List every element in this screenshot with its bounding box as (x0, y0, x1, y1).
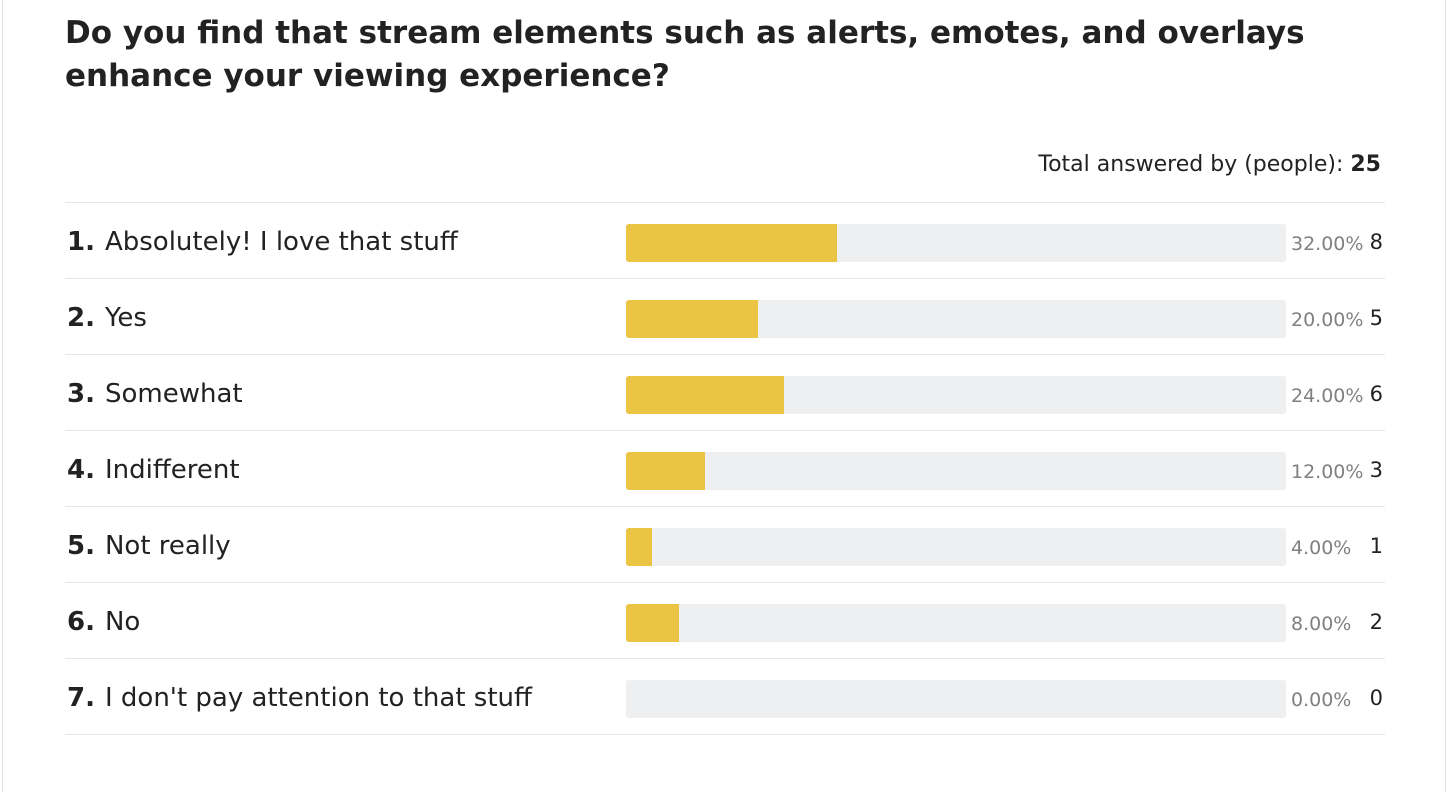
results-list: 1. Absolutely! I love that stuff 32.00% 8 2.… (65, 202, 1385, 735)
answer-label: Not really (104, 531, 231, 561)
question-title: Do you find that stream elements such as… (65, 15, 1305, 94)
count-label: 5 (1369, 306, 1383, 330)
percent-label: 20.00% (1291, 309, 1364, 331)
bar-fill (626, 376, 785, 414)
result-row: 4. Indifferent 12.00% 3 (65, 431, 1385, 507)
bar-track (626, 452, 1286, 490)
answer-label: I don't pay attention to that stuff (104, 683, 532, 713)
count-label: 2 (1369, 610, 1383, 634)
count-label: 8 (1369, 230, 1383, 254)
percent-label: 24.00% (1291, 385, 1364, 407)
answer-option: 7. I don't pay attention to that stuff (67, 681, 532, 715)
result-row: 2. Yes 20.00% 5 (65, 279, 1385, 355)
answer-number: 4. (67, 455, 95, 485)
count-label: 3 (1369, 458, 1383, 482)
bar-track (626, 224, 1286, 262)
answer-number: 2. (67, 303, 95, 333)
result-row: 7. I don't pay attention to that stuff 0.0… (65, 659, 1385, 735)
count-label: 6 (1369, 382, 1383, 406)
percent-label: 12.00% (1291, 461, 1364, 483)
percent-label: 4.00% (1291, 537, 1352, 559)
bar-fill (626, 528, 653, 566)
answer-label: Somewhat (104, 379, 243, 409)
answer-number: 1. (67, 227, 95, 257)
bar-fill (626, 224, 838, 262)
result-row: 3. Somewhat 24.00% 6 (65, 355, 1385, 431)
answer-label: Yes (104, 303, 147, 333)
total-answered: Total answered by (people): 25 (1038, 150, 1381, 180)
count-label: 0 (1369, 686, 1383, 710)
percent-label: 8.00% (1291, 613, 1352, 635)
answer-number: 7. (67, 683, 95, 713)
answer-option: 3. Somewhat (67, 377, 243, 411)
answer-option: 5. Not really (67, 529, 231, 563)
answer-option: 1. Absolutely! I love that stuff (67, 225, 458, 259)
bar-track (626, 604, 1286, 642)
percent-label: 0.00% (1291, 689, 1352, 711)
bar-fill (626, 452, 706, 490)
bar-track (626, 376, 1286, 414)
bar-fill (626, 604, 679, 642)
result-row: 5. Not really 4.00% 1 (65, 507, 1385, 583)
answer-label: Absolutely! I love that stuff (104, 227, 458, 257)
answer-number: 5. (67, 531, 95, 561)
answer-label: Indifferent (104, 455, 240, 485)
total-answered-value: 25 (1350, 152, 1381, 177)
answer-option: 4. Indifferent (67, 453, 240, 487)
result-row: 6. No 8.00% 2 (65, 583, 1385, 659)
answer-number: 6. (67, 607, 95, 637)
answer-number: 3. (67, 379, 95, 409)
bar-fill (626, 300, 758, 338)
answer-label: No (104, 607, 141, 637)
result-row: 1. Absolutely! I love that stuff 32.00% 8 (65, 203, 1385, 279)
bar-track (626, 680, 1286, 718)
answer-option: 2. Yes (67, 301, 147, 335)
total-answered-label: Total answered by (people): (1038, 152, 1344, 177)
answer-option: 6. No (67, 605, 140, 639)
bar-track (626, 528, 1286, 566)
count-label: 1 (1369, 534, 1383, 558)
bar-track (626, 300, 1286, 338)
percent-label: 32.00% (1291, 233, 1364, 255)
